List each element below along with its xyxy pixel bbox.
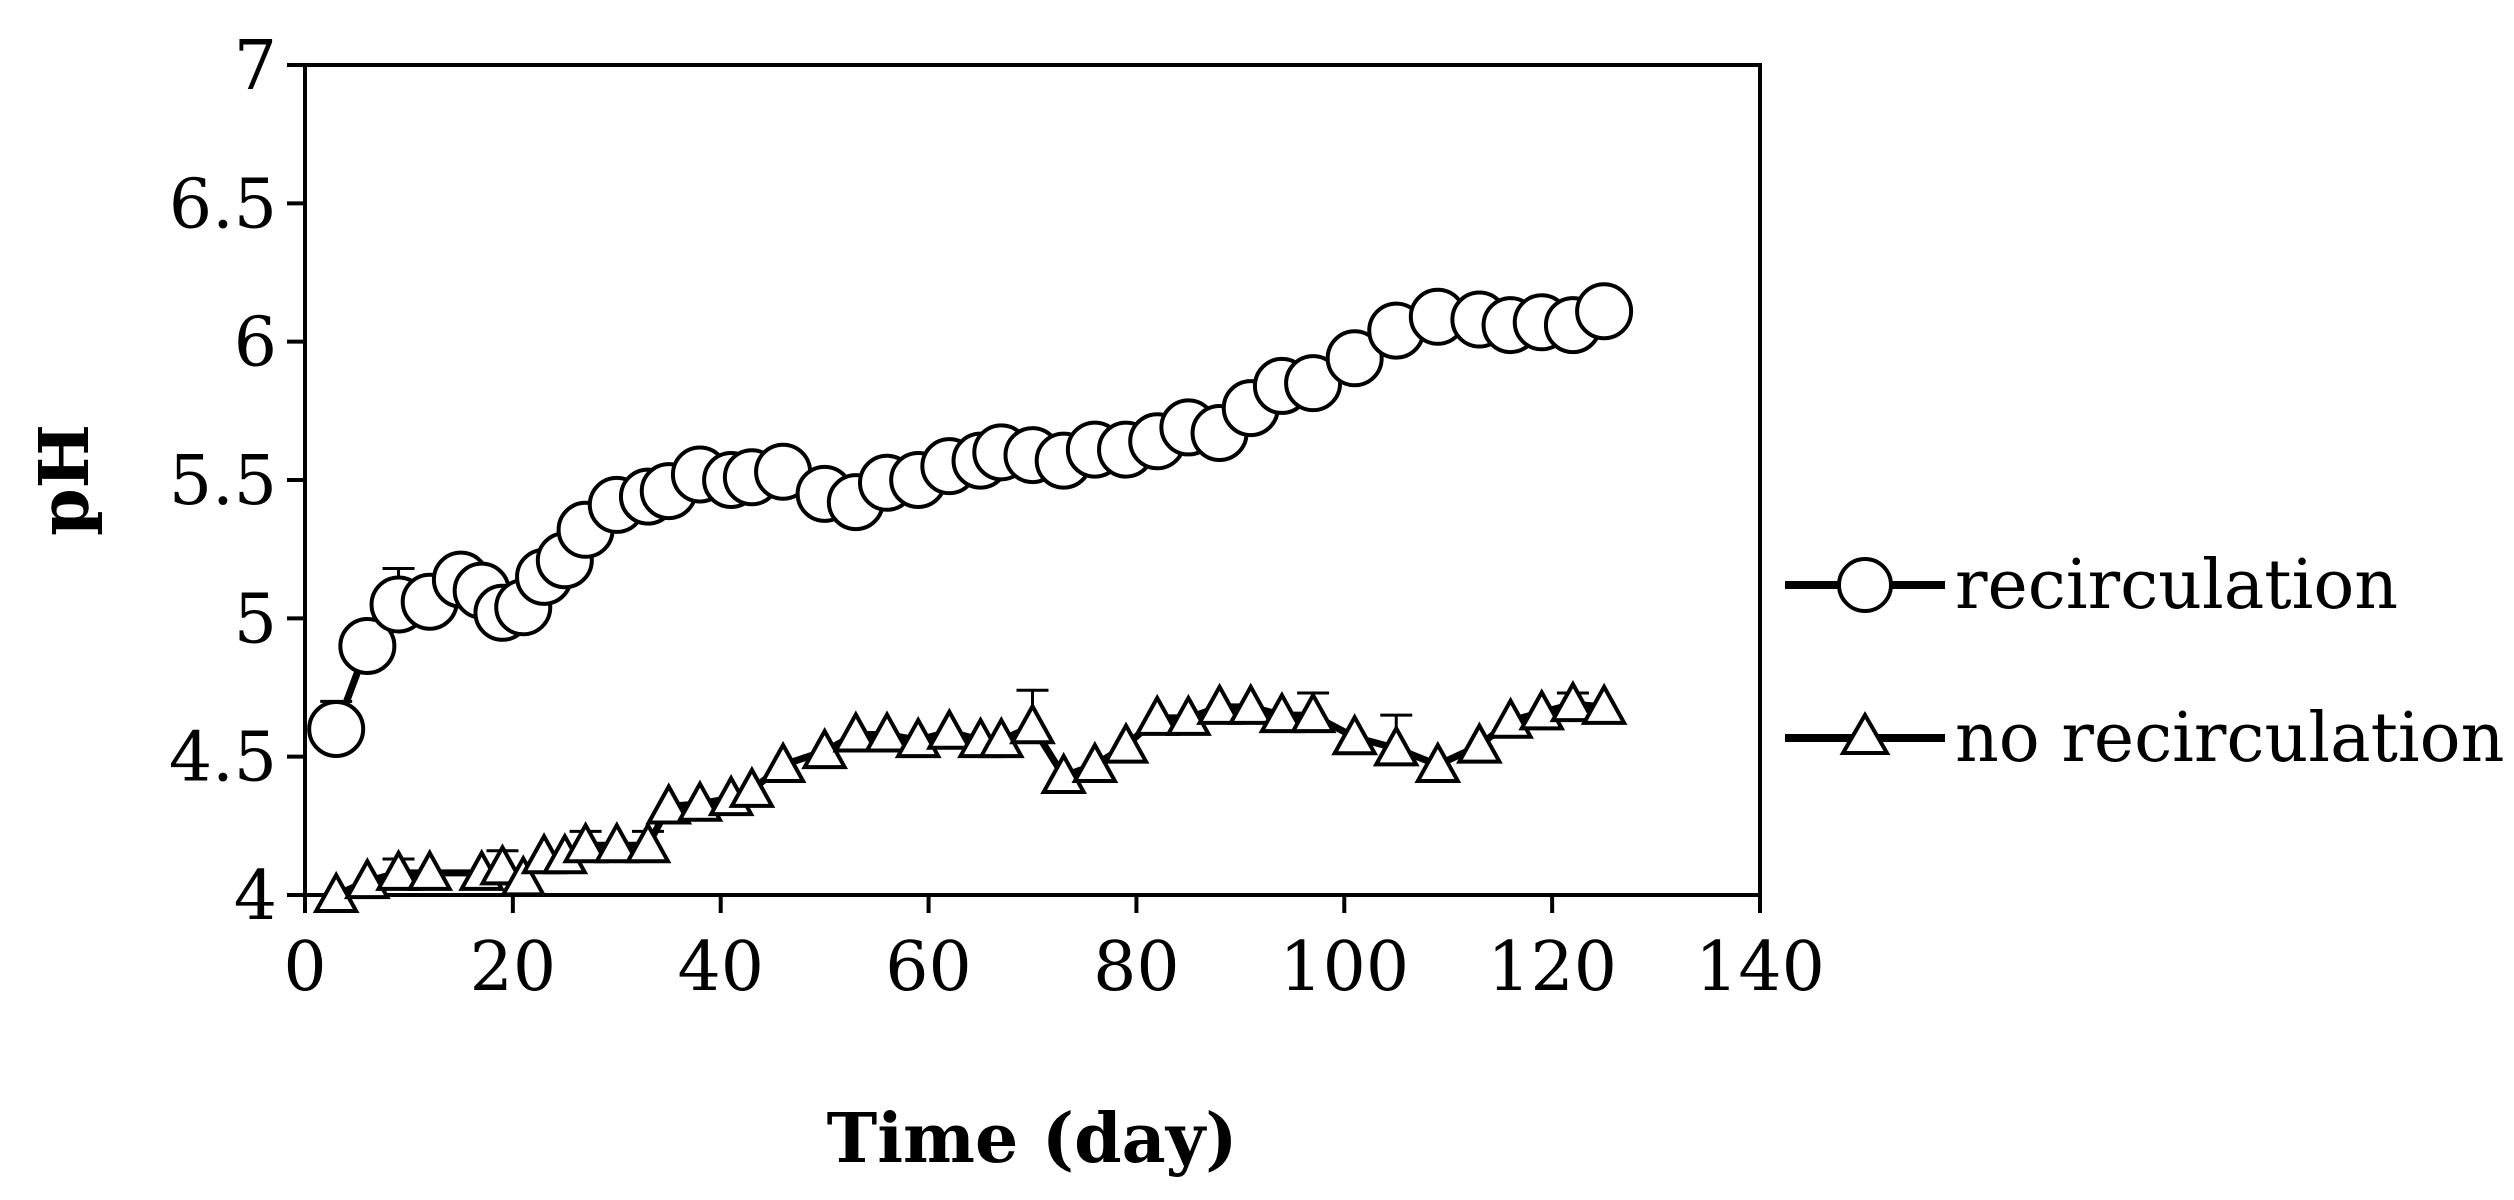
data-point <box>1331 713 1379 756</box>
data-point <box>593 821 641 864</box>
y-tick-label: 7 <box>234 27 277 106</box>
x-tick-label: 140 <box>1695 928 1825 1007</box>
data-point <box>338 617 397 675</box>
data-point <box>1040 751 1088 795</box>
legend-marker-circle <box>1837 557 1893 613</box>
y-tick-label: 4.5 <box>169 719 277 798</box>
y-tick-labels: 4 4.5 5 5.5 6 6.5 7 <box>169 27 277 936</box>
x-tick-label: 20 <box>470 928 557 1007</box>
data-point <box>759 740 807 783</box>
data-point <box>1575 282 1634 341</box>
data-point <box>1227 682 1275 725</box>
series-layer <box>307 282 1634 913</box>
data-point <box>1580 682 1628 725</box>
data-point <box>1164 693 1212 736</box>
data-point <box>499 854 547 897</box>
data-point <box>1289 691 1337 734</box>
y-tick-label: 6.5 <box>169 165 277 244</box>
data-point <box>977 715 1025 759</box>
data-point <box>1196 682 1243 725</box>
x-tick-label: 40 <box>677 928 764 1007</box>
x-tick-label: 120 <box>1487 928 1617 1007</box>
data-point <box>1133 693 1181 736</box>
x-axis-title: Time (day) <box>827 1099 1238 1179</box>
data-point <box>832 710 880 753</box>
y-tick-label: 4 <box>234 857 277 936</box>
series-no-recirculation <box>312 679 1628 913</box>
x-tick-label: 100 <box>1279 928 1409 1007</box>
data-point <box>1325 329 1384 388</box>
series-recirculation <box>307 282 1634 758</box>
data-point <box>1102 721 1150 764</box>
data-point <box>645 782 693 825</box>
data-point <box>375 848 422 891</box>
axes-ticks <box>287 63 1762 913</box>
data-point <box>312 870 360 913</box>
data-point <box>1258 691 1306 734</box>
x-tick-labels: 0 20 40 60 80 100 120 140 <box>283 928 1825 1007</box>
data-point <box>624 821 672 864</box>
legend: recirculation no recirculation <box>1785 546 2504 778</box>
data-point <box>307 700 366 758</box>
y-tick-label: 5 <box>234 580 277 659</box>
series-line-recirculation <box>332 308 1606 731</box>
data-point <box>925 707 973 750</box>
x-tick-label: 0 <box>283 928 326 1007</box>
legend-label-no-recirculation: no recirculation <box>1955 699 2504 778</box>
x-tick-label: 80 <box>1093 928 1180 1007</box>
data-point <box>1372 724 1420 767</box>
data-point <box>863 710 911 753</box>
x-tick-label: 60 <box>885 928 972 1007</box>
data-point <box>1414 740 1462 783</box>
data-point <box>406 848 454 891</box>
legend-item-no-recirculation: no recirculation <box>1785 699 2504 778</box>
y-tick-label: 6 <box>234 304 277 383</box>
data-point <box>676 779 724 822</box>
legend-marker-triangle <box>1839 711 1891 755</box>
data-point <box>728 765 776 808</box>
data-point <box>1009 702 1056 745</box>
data-point <box>1455 721 1503 764</box>
data-point <box>1549 679 1597 723</box>
legend-item-recirculation: recirculation <box>1785 546 2398 625</box>
legend-label-recirculation: recirculation <box>1955 546 2398 625</box>
y-axis-title: pH <box>25 424 105 536</box>
data-point <box>562 821 610 864</box>
y-tick-label: 5.5 <box>169 442 277 521</box>
